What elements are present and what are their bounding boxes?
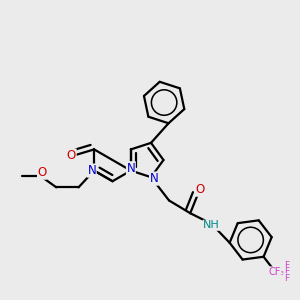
Text: O: O xyxy=(196,183,205,196)
Text: NH: NH xyxy=(203,220,220,230)
Text: F: F xyxy=(284,267,289,276)
Text: CF₃: CF₃ xyxy=(268,267,285,277)
Text: N: N xyxy=(150,172,158,185)
Text: N: N xyxy=(127,162,135,175)
Text: F: F xyxy=(284,274,289,283)
Text: O: O xyxy=(38,166,47,179)
Text: F: F xyxy=(284,261,289,270)
Text: N: N xyxy=(87,164,96,177)
Text: O: O xyxy=(67,149,76,162)
